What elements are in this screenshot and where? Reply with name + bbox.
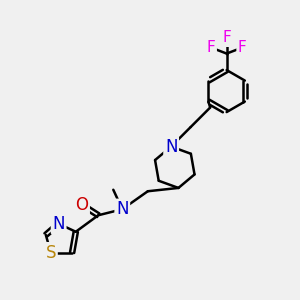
Text: N: N — [165, 138, 177, 156]
Text: O: O — [75, 196, 88, 214]
Text: S: S — [46, 244, 56, 262]
Text: N: N — [52, 215, 65, 233]
Text: F: F — [207, 40, 215, 55]
Text: F: F — [222, 31, 231, 46]
Text: F: F — [238, 40, 247, 55]
Text: N: N — [116, 200, 128, 218]
